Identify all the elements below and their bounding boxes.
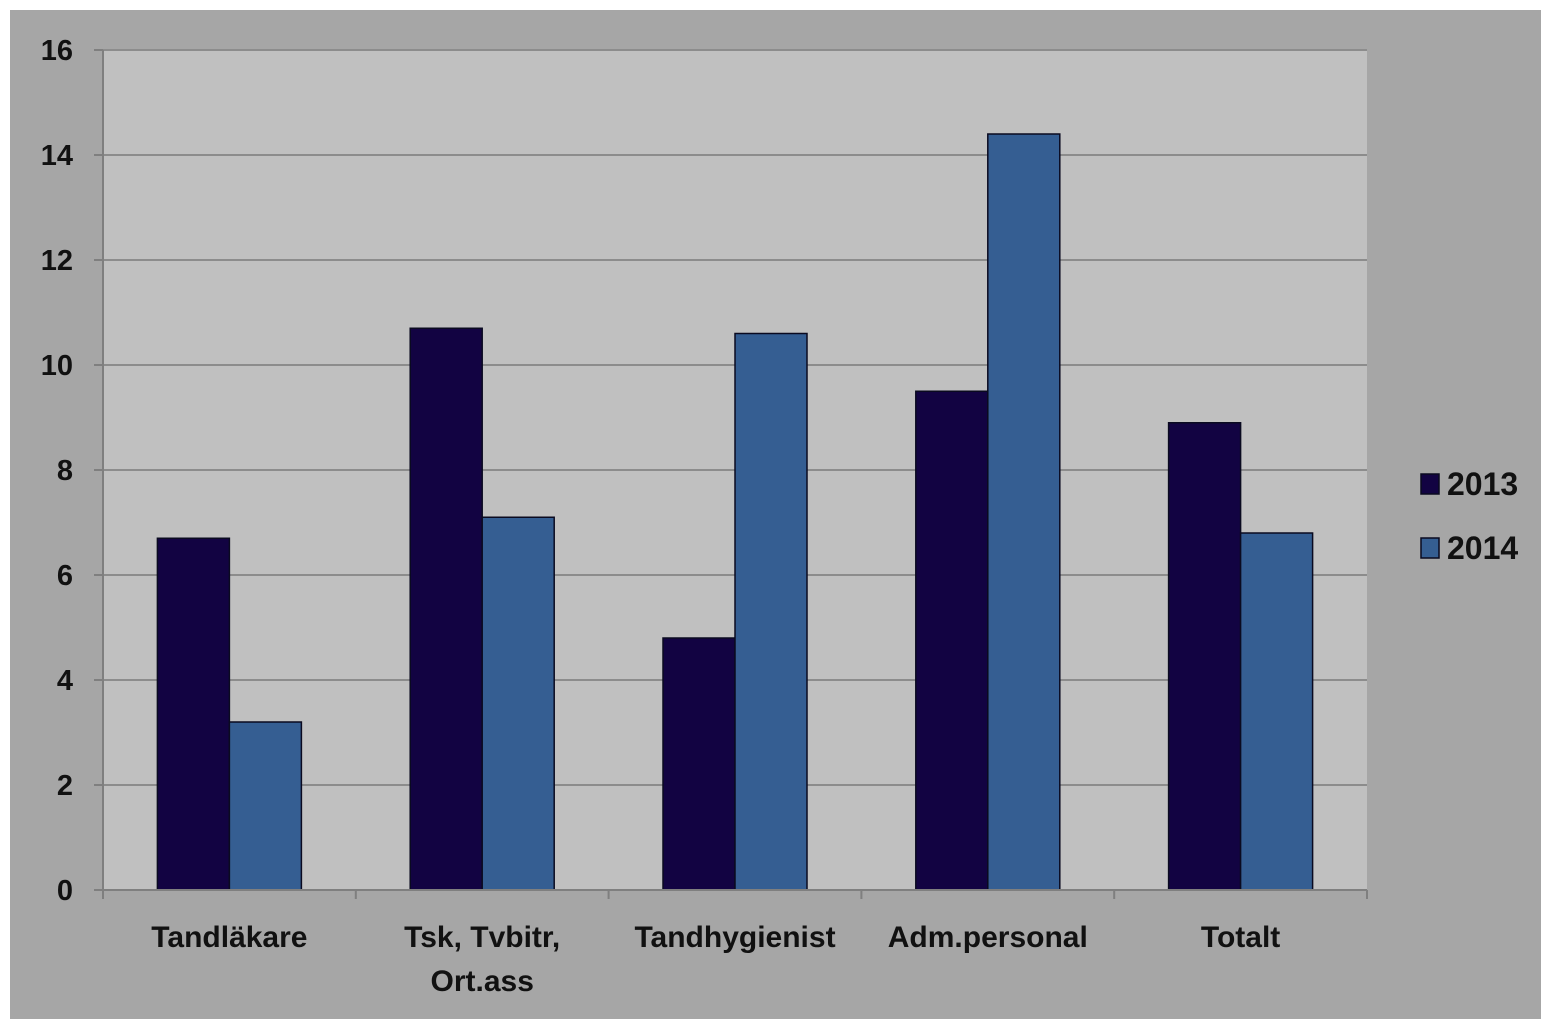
bar-2013-3 (915, 390, 989, 891)
y-tick-label-4: 4 (57, 665, 73, 697)
bar-2014-1 (481, 516, 555, 891)
bars (156, 133, 1314, 891)
bar-2014-3 (987, 133, 1061, 891)
legend-swatch-2013 (1420, 473, 1440, 495)
x-category-label-4: Totalt (1201, 921, 1280, 954)
y-tick-label-2: 2 (57, 770, 73, 802)
bar-2014-4 (1239, 532, 1314, 891)
y-tick-label-14: 14 (41, 140, 73, 172)
y-tick-label-16: 16 (41, 35, 73, 67)
legend: 2013 2014 (1420, 466, 1518, 566)
bar-2014-2 (734, 332, 808, 891)
legend-swatch-2014 (1420, 537, 1440, 559)
legend-label-2014: 2014 (1447, 530, 1518, 566)
y-tick-label-6: 6 (57, 560, 73, 592)
bar-2013-0 (156, 537, 231, 891)
x-axis-category-labels: Tandläkare Tsk, Tvbitr, Ort.ass Tandhygieni… (151, 921, 1280, 998)
y-tick-label-12: 12 (41, 245, 73, 277)
bar-2014-0 (228, 721, 303, 891)
legend-label-2013: 2013 (1447, 466, 1518, 502)
x-category-label-0: Tandläkare (151, 921, 307, 954)
y-tick-label-8: 8 (57, 455, 73, 487)
y-axis-tick-labels: 0 2 4 6 8 10 12 14 16 (41, 35, 73, 907)
bar-2013-2 (662, 637, 736, 891)
y-tick-label-10: 10 (41, 350, 73, 382)
bar-2013-1 (409, 327, 483, 891)
axes (94, 49, 1368, 899)
x-category-label-3: Adm.personal (888, 921, 1088, 954)
y-tick-label-0: 0 (57, 875, 73, 907)
x-category-label-1-line-1: Ort.ass (431, 965, 534, 998)
bar-2013-4 (1167, 422, 1242, 891)
x-category-label-1-line-0: Tsk, Tvbitr, (404, 921, 560, 954)
x-category-label-2: Tandhygienist (634, 921, 835, 954)
